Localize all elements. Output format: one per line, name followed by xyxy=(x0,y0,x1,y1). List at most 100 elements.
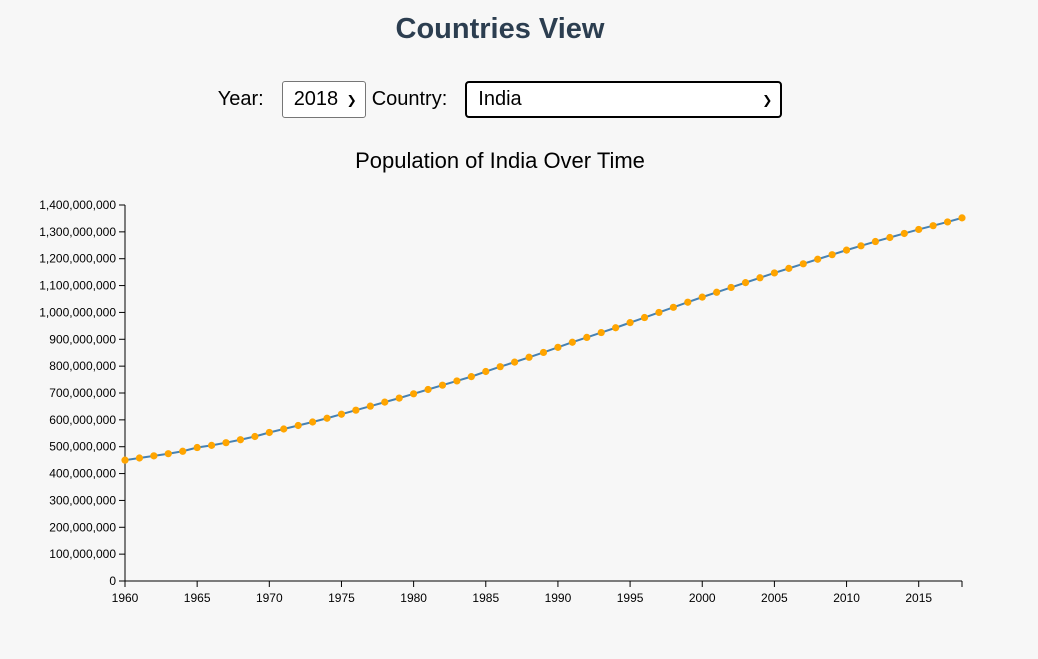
data-point[interactable] xyxy=(871,237,880,246)
data-point[interactable] xyxy=(511,358,519,366)
data-point[interactable] xyxy=(280,425,288,433)
x-tick-label: 1995 xyxy=(617,591,644,605)
data-point[interactable] xyxy=(467,373,475,381)
x-tick-label: 2005 xyxy=(761,591,788,605)
data-point[interactable] xyxy=(828,251,836,259)
data-point[interactable] xyxy=(799,260,807,268)
data-point[interactable] xyxy=(482,367,490,376)
data-point[interactable] xyxy=(568,338,576,346)
data-point[interactable] xyxy=(539,348,548,357)
data-point[interactable] xyxy=(626,319,634,327)
data-point[interactable] xyxy=(251,432,259,441)
year-label: Year: xyxy=(217,88,264,110)
page-title: Countries View xyxy=(395,13,605,45)
data-point[interactable] xyxy=(410,390,418,398)
y-tick-label: 500,000,000 xyxy=(49,440,116,454)
data-point[interactable] xyxy=(179,447,187,455)
y-tick-label: 1,000,000,000 xyxy=(39,305,116,319)
y-tick-label: 1,400,000,000 xyxy=(39,198,116,212)
data-point[interactable] xyxy=(597,328,605,337)
y-tick-label: 100,000,000 xyxy=(49,547,116,561)
data-point[interactable] xyxy=(207,441,216,449)
x-tick-label: 1970 xyxy=(256,591,283,605)
data-point[interactable] xyxy=(193,443,201,452)
data-point[interactable] xyxy=(337,410,346,418)
x-tick-label: 1985 xyxy=(472,591,499,605)
y-tick-label: 800,000,000 xyxy=(49,359,116,373)
data-point[interactable] xyxy=(741,279,750,287)
data-point[interactable] xyxy=(583,333,591,342)
data-point[interactable] xyxy=(222,439,230,447)
data-point[interactable] xyxy=(886,233,894,242)
y-tick-label: 700,000,000 xyxy=(49,386,116,400)
x-tick-label: 2015 xyxy=(905,591,932,605)
data-point[interactable] xyxy=(323,414,331,422)
country-label: Country: xyxy=(371,88,448,110)
data-point[interactable] xyxy=(236,436,245,444)
data-points xyxy=(121,214,966,464)
data-point[interactable] xyxy=(424,385,432,394)
y-tick-label: 1,200,000,000 xyxy=(39,252,116,266)
series-line xyxy=(124,216,963,462)
data-point[interactable] xyxy=(857,242,865,250)
data-point[interactable] xyxy=(770,269,778,277)
data-point[interactable] xyxy=(453,377,461,385)
chevron-down-icon: ❯ xyxy=(762,92,773,107)
data-point[interactable] xyxy=(150,452,158,460)
x-tick-label: 1975 xyxy=(328,591,355,605)
data-point[interactable] xyxy=(929,222,937,230)
data-point[interactable] xyxy=(121,456,129,464)
data-point[interactable] xyxy=(309,418,317,426)
y-tick-label: 200,000,000 xyxy=(49,520,116,534)
data-point[interactable] xyxy=(713,288,721,296)
data-point[interactable] xyxy=(958,214,966,222)
x-tick-label: 2000 xyxy=(689,591,716,605)
data-point[interactable] xyxy=(756,274,764,282)
data-point[interactable] xyxy=(525,353,533,361)
data-point[interactable] xyxy=(943,218,952,226)
y-axis: 0 100,000,000 200,000,000 300,000,000 400,00… xyxy=(39,198,126,588)
data-point[interactable] xyxy=(294,421,302,430)
data-point[interactable] xyxy=(366,402,374,410)
data-point[interactable] xyxy=(900,229,908,238)
chart-title: Population of India Over Time xyxy=(355,148,645,173)
year-select[interactable]: 2018 ❯ xyxy=(281,81,366,118)
year-select-value: 2018 xyxy=(293,88,339,110)
data-point[interactable] xyxy=(915,225,923,234)
data-point[interactable] xyxy=(698,293,706,301)
data-point[interactable] xyxy=(381,398,389,406)
x-tick-label: 1980 xyxy=(400,591,427,605)
data-point[interactable] xyxy=(554,343,562,351)
y-tick-label: 0 xyxy=(109,574,116,588)
data-point[interactable] xyxy=(655,308,663,317)
x-tick-label: 1990 xyxy=(545,591,572,605)
x-axis: 1960 1965 1970 1975 1980 1985 1990 1995 2000 2005… xyxy=(112,580,963,605)
data-point[interactable] xyxy=(395,394,403,402)
data-point[interactable] xyxy=(438,381,447,389)
y-tick-label: 400,000,000 xyxy=(49,467,116,481)
data-point[interactable] xyxy=(640,313,649,322)
controls-bar: Year: 2018 ❯ Country: India ❯ xyxy=(0,81,1000,118)
data-point[interactable] xyxy=(669,303,677,311)
data-point[interactable] xyxy=(496,363,504,371)
y-tick-label: 300,000,000 xyxy=(49,493,116,507)
data-point[interactable] xyxy=(352,406,360,414)
data-point[interactable] xyxy=(265,428,273,437)
data-point[interactable] xyxy=(814,255,822,263)
data-point[interactable] xyxy=(842,246,851,254)
y-tick-label: 1,300,000,000 xyxy=(39,225,116,239)
data-point[interactable] xyxy=(684,298,692,306)
y-tick-label: 600,000,000 xyxy=(49,413,116,427)
y-tick-label: 1,100,000,000 xyxy=(39,279,116,293)
data-point[interactable] xyxy=(727,283,735,292)
country-select[interactable]: India ❯ xyxy=(465,81,783,118)
x-tick-label: 1960 xyxy=(112,591,139,605)
country-select-value: India xyxy=(478,88,522,110)
x-tick-label: 1965 xyxy=(184,591,211,605)
data-point[interactable] xyxy=(612,324,620,332)
x-tick-label: 2010 xyxy=(833,591,860,605)
data-point[interactable] xyxy=(164,450,172,458)
data-point[interactable] xyxy=(785,264,793,272)
data-point[interactable] xyxy=(135,454,144,462)
